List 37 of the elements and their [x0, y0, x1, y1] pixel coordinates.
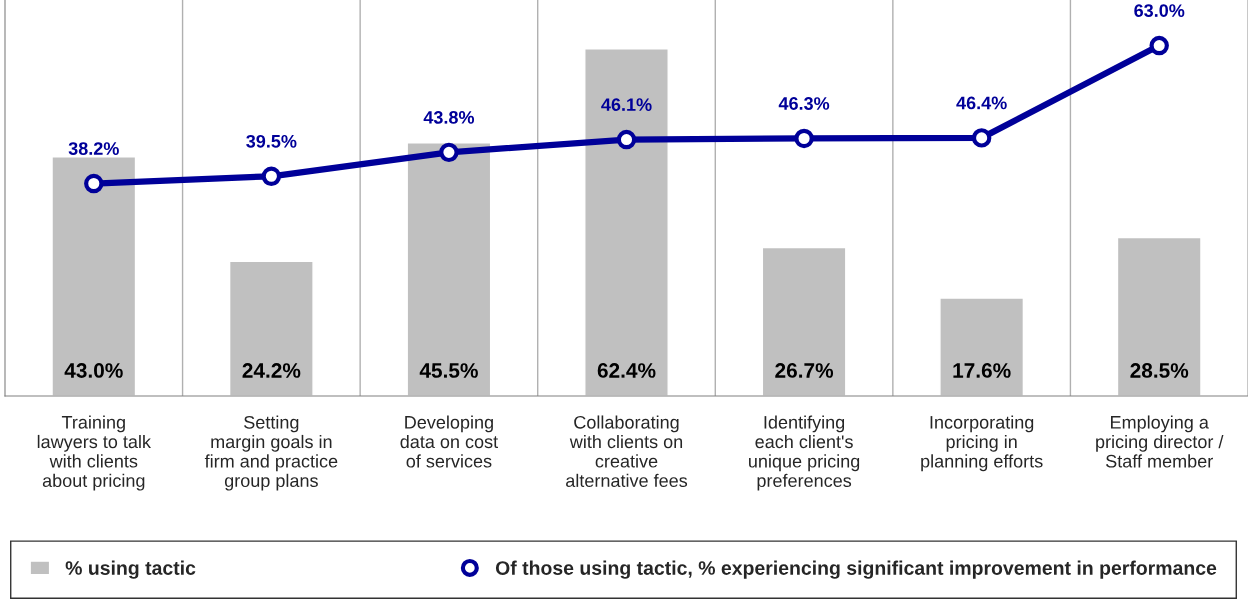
bar [228, 260, 314, 396]
data-label: 28.5% [1130, 363, 1189, 378]
x-tick-label: Collaborating with clients on creative alternative fees [566, 415, 688, 488]
bar [584, 48, 669, 396]
data-label: 38.2% [68, 142, 119, 155]
legend-label: Of those using tactic, % experiencing significant improvement in performance [495, 560, 1217, 579]
bar [406, 142, 492, 396]
x-tick-label: Developing data on cost of services [400, 415, 498, 468]
x-tick-label: Training lawyers to talk with clients about pricing [37, 415, 152, 491]
data-label: 39.5% [246, 134, 297, 148]
data-label: 62.4% [597, 363, 656, 378]
data-label: 43.8% [423, 111, 475, 124]
bar [939, 297, 1025, 396]
legend-label: % using tactic [65, 560, 196, 579]
point [1149, 35, 1169, 56]
point [616, 129, 637, 150]
data-label: 46.3% [778, 97, 830, 110]
bar [1116, 236, 1202, 396]
bar [51, 156, 137, 396]
point [439, 142, 459, 163]
data-label: 46.4% [956, 96, 1007, 110]
data-label: 26.7% [775, 363, 834, 378]
x-tick-label: Setting margin goals in firm and practice group plans [204, 415, 338, 491]
data-label: 24.2% [242, 363, 301, 378]
bar [761, 246, 847, 396]
point [261, 166, 282, 187]
data-label: 17.6% [953, 363, 1011, 378]
point [84, 173, 104, 194]
data-label: 45.5% [419, 363, 478, 378]
x-tick-label: Identifying each client's unique pricing preferences [749, 415, 860, 491]
data-label: 43.0% [64, 363, 123, 378]
data-label: 46.1% [601, 98, 652, 111]
data-label: 63.0% [1134, 4, 1185, 18]
point [794, 128, 814, 149]
x-tick-label: Incorporating pricing in planning efforts [921, 415, 1043, 472]
point [971, 128, 992, 148]
x-tick-label: Employing a pricing director / Staff member [1096, 415, 1224, 468]
